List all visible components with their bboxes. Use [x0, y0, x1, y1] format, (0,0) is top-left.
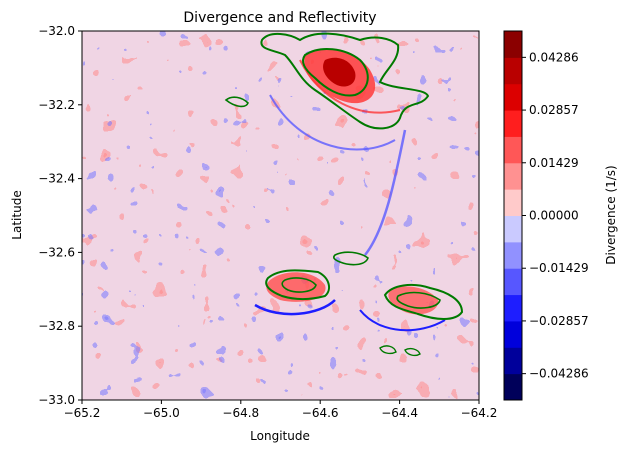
y-tick-label: −32.2 — [38, 98, 75, 112]
outflow-boundary-north — [269, 94, 396, 151]
colorbar-segment — [504, 83, 522, 111]
colorbar-ticks: −0.04286 −0.02857 −0.01429 0.00000 0.01429 0.… — [522, 50, 589, 381]
reflectivity-contour-southeast — [383, 283, 464, 320]
reflectivity-contour-north-inner — [302, 48, 369, 97]
chart-title: Divergence and Reflectivity — [183, 10, 376, 26]
colorbar-segment — [504, 215, 522, 243]
colorbar-tick-label: −0.02857 — [529, 314, 589, 328]
colorbar-tick-label: 0.02857 — [529, 103, 579, 117]
x-tick-label: −64.8 — [222, 406, 259, 420]
reflectivity-contour-north — [260, 32, 430, 130]
colorbar-segment — [504, 373, 522, 401]
colorbar-segment — [504, 347, 522, 375]
colorbar-tick-label: −0.01429 — [529, 261, 589, 275]
y-tick-label: −32.8 — [38, 319, 75, 333]
reflectivity-contour-tiny-1 — [379, 345, 397, 355]
colorbar-label: Divergence (1/s) — [604, 165, 618, 264]
colorbar-segment — [504, 162, 522, 190]
colorbar-segment — [504, 31, 522, 58]
outflow-boundary-east — [364, 129, 407, 256]
colorbar — [504, 31, 522, 401]
divergence-negative-noise — [82, 31, 479, 400]
colorbar-tick-label: 0.00000 — [529, 209, 579, 223]
gust-front-south — [254, 299, 336, 316]
colorbar-segment — [504, 110, 522, 137]
y-tick-label: −32.4 — [38, 172, 75, 186]
y-tick-label: −32.6 — [38, 245, 75, 259]
divergence-core-north-inner — [323, 57, 356, 87]
x-tick-label: −65.2 — [64, 406, 101, 420]
x-tick-label: −64.2 — [461, 406, 498, 420]
x-tick-label: −65.0 — [143, 406, 180, 420]
reflectivity-contour-southeast-inner — [396, 291, 441, 309]
x-axis: −65.2 −65.0 −64.8 −64.6 −64.4 −64.2 — [64, 400, 498, 420]
colorbar-tick-label: 0.04286 — [529, 50, 579, 64]
x-tick-label: −64.4 — [381, 406, 418, 420]
x-axis-label: Longitude — [250, 429, 310, 443]
colorbar-segment — [504, 268, 522, 296]
colorbar-segment — [504, 189, 522, 216]
colorbar-tick-label: 0.01429 — [529, 156, 579, 170]
y-tick-label: −32.0 — [38, 24, 75, 38]
colorbar-segment — [504, 57, 522, 85]
reflectivity-contour-small-cell — [333, 251, 369, 266]
reflectivity-contour-tiny-2 — [404, 347, 421, 357]
colorbar-segment — [504, 294, 522, 322]
y-tick-label: −33.0 — [38, 393, 75, 407]
colorbar-segment — [504, 136, 522, 164]
reflectivity-contour-south-central — [265, 269, 331, 300]
plot-area — [82, 31, 479, 400]
colorbar-segment — [504, 241, 522, 269]
gust-front-southeast — [359, 309, 446, 332]
reflectivity-contour-small-west — [224, 96, 249, 108]
x-tick-label: −64.6 — [302, 406, 339, 420]
colorbar-segment — [504, 320, 522, 348]
reflectivity-contour-south-central-inner — [281, 277, 317, 293]
y-axis: −33.0 −32.8 −32.6 −32.4 −32.2 −32.0 — [38, 24, 82, 407]
y-axis-label: Latitude — [10, 190, 24, 239]
colorbar-tick-label: −0.04286 — [529, 367, 589, 381]
divergence-core-south — [266, 272, 326, 302]
plot-frame — [81, 30, 480, 401]
